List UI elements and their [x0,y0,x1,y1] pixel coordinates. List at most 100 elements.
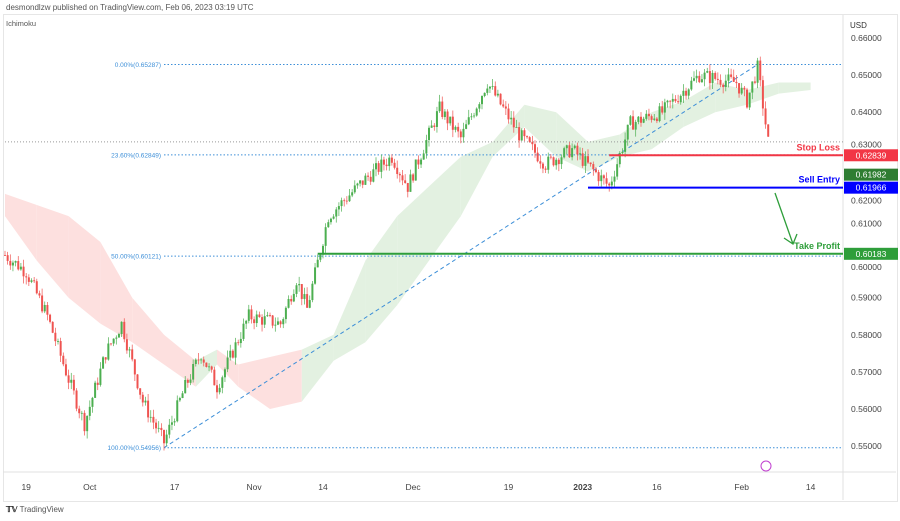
candle-body [258,314,261,318]
candle [91,396,94,413]
candle-body [22,266,25,277]
candle-body [390,157,393,163]
candle [205,362,208,368]
candle-body [743,87,746,90]
candle-body [41,295,44,312]
candle [425,134,428,159]
candle [658,103,661,123]
stop-loss-label: Stop Loss [796,142,840,152]
candle-body [284,307,287,320]
candle [64,358,67,377]
candle [589,162,592,167]
candle [396,160,399,179]
candle [687,88,690,100]
candle-body [687,89,690,96]
candle-body [361,180,364,185]
candle [247,304,250,324]
candle [115,335,118,345]
candle-body [655,118,658,122]
sell-entry-label: Sell Entry [798,175,840,185]
candle-body [685,90,688,96]
candle [438,94,441,113]
candle [730,68,733,79]
candle [14,260,17,267]
candle [343,198,346,207]
candle-body [239,338,242,344]
take-profit-price-text: 0.60183 [856,249,887,259]
candle-body [218,387,221,393]
candle-body [719,79,722,85]
candle-body [348,195,351,202]
candle [475,107,478,117]
candle [708,64,711,90]
candle [261,314,264,332]
candle-body [711,72,714,84]
candle-body [141,394,144,403]
candle [327,219,330,228]
candle [295,282,298,298]
candle-body [518,127,521,141]
candle-body [19,266,22,270]
candle [483,92,486,98]
event-marker-icon[interactable] [760,460,772,472]
candle-body [385,164,388,167]
candle [722,82,725,94]
candle-body [481,96,483,105]
candle [377,160,380,175]
indicator-label: Ichimoku [6,19,36,28]
ichimoku-cloud-segment [238,357,270,409]
candle-body [555,159,558,166]
candle-body [343,200,346,202]
candle [303,287,306,305]
candle [669,100,672,109]
candle-body [494,86,497,96]
candle [178,396,181,402]
candle [470,113,473,121]
candle-body [46,304,49,315]
candle-body [573,145,576,149]
candle [581,147,584,168]
candle [756,57,759,89]
candle [518,122,521,148]
ichimoku-cloud-segment [492,104,525,157]
candle-body [51,321,54,333]
candle-body [541,163,544,169]
candle [494,81,497,97]
candle [393,158,396,170]
candle-body [462,128,465,138]
candle [642,116,645,124]
candle [510,111,513,125]
candle [613,170,616,189]
candle-body [592,164,595,170]
candle [351,189,354,198]
candle [637,116,640,125]
candle [181,390,184,399]
candle [740,83,743,95]
candle [682,84,685,104]
candle-body [467,117,470,125]
candle-body [396,167,399,174]
candle-body [70,379,73,383]
candle-body [324,227,327,246]
candle-body [165,434,168,444]
publisher-caption: desmondlzw published on TradingView.com,… [6,3,254,12]
candle [515,119,518,128]
candle [634,119,637,137]
candle [523,128,526,142]
candle [123,318,126,343]
y-tick-label: 0.65000 [851,70,882,80]
candle [738,83,741,98]
ichimoku-cloud-segment [778,82,811,94]
candle-body [425,140,428,154]
candle-body [115,337,118,339]
x-tick-label: 17 [170,482,180,492]
candle [298,276,301,292]
candle [27,274,30,286]
candle-body [579,153,582,155]
candle-body [9,260,12,266]
candle-body [695,75,698,79]
candle-body [465,124,468,129]
candle [724,74,727,92]
x-tick-label: 14 [318,482,328,492]
